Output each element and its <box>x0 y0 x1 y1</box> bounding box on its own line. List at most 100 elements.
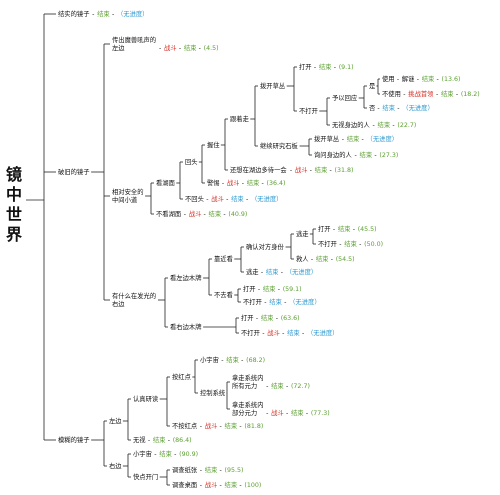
outcome-tag: (45.5) <box>358 226 377 233</box>
separator-dash: - <box>339 241 341 248</box>
node-label: 结实的镜子 <box>58 9 89 18</box>
outcome-tag: 结束 <box>316 254 329 263</box>
separator-dash: - <box>266 383 268 390</box>
outcome-tag: 战斗 <box>189 209 202 218</box>
outcome-tag: (90.9) <box>179 451 198 458</box>
node-label: 打开 <box>243 284 256 293</box>
separator-dash: - <box>281 269 283 276</box>
tree-node-e4: 无视 - 结束 - (86.4) <box>133 435 192 444</box>
tree-node-c10: 继续研究石板 <box>260 141 298 150</box>
tree-node-e1: 左边 <box>109 416 122 425</box>
node-label: 调查桌面 <box>172 480 197 489</box>
outcome-tag: 战斗 <box>211 194 224 203</box>
outcome-tag: (81.8) <box>244 423 263 430</box>
node-label: 无视 <box>133 435 146 444</box>
outcome-tag: 结束 <box>209 209 222 218</box>
node-label: 调查纸张 <box>172 465 198 474</box>
outcome-tag: （无进度） <box>117 9 148 18</box>
node-label: 小宇宙 <box>200 355 219 364</box>
outcome-tag: 战斗 <box>295 165 308 174</box>
outcome-tag: 结束 <box>315 165 328 174</box>
outcome-tag: 结束 <box>225 421 238 430</box>
root-title-char: 世 <box>6 205 22 224</box>
tree-node-d12: 不打开 - 结束 - （无进度） <box>243 297 321 306</box>
tree-node-d2: 看右边木牌 <box>170 322 202 331</box>
node-label: 快点开门 <box>133 472 158 481</box>
outcome-tag: (100) <box>244 482 261 489</box>
node-label: 询问身边的人 <box>314 150 352 159</box>
node-label: 部分元力 <box>232 408 257 417</box>
separator-dash: - <box>302 330 304 337</box>
tree-node-e8: 控制系统 <box>200 388 226 397</box>
outcome-tag: 结束 <box>153 435 166 444</box>
separator-dash: - <box>246 196 248 203</box>
separator-dash: - <box>330 167 332 174</box>
node-label: 传出魔兽吼声的 <box>112 35 156 44</box>
separator-dash: - <box>306 410 308 417</box>
separator-dash: - <box>403 91 405 98</box>
tree-node-e11: 小宇宙 - 结束 - (90.9) <box>133 449 198 458</box>
outcome-tag: (22.7) <box>397 122 416 129</box>
outcome-tag: 结束 <box>266 267 279 276</box>
node-label: 不回头 <box>185 194 204 203</box>
outcome-tag: 结束 <box>287 328 300 337</box>
outcome-tag: (9.1) <box>339 64 354 71</box>
tree-node-e13: 调查纸张 - 结束 - (95.5) <box>172 465 243 474</box>
separator-dash: - <box>311 256 313 263</box>
node-label: 救人 <box>296 254 309 263</box>
separator-dash: - <box>392 122 394 129</box>
separator-dash: - <box>223 211 225 218</box>
node-label: 拨开草丛 <box>314 134 339 143</box>
node-label: 拿走系统内 <box>232 400 263 409</box>
node-label: 打开 <box>241 313 254 322</box>
node-label: 无视身边的人 <box>332 120 370 129</box>
separator-dash: - <box>276 315 278 322</box>
outcome-tag: (54.5) <box>336 256 355 263</box>
tree-node-c11: 打开 - 结束 - (9.1) <box>299 62 354 71</box>
separator-dash: - <box>200 482 202 489</box>
separator-dash: - <box>373 122 375 129</box>
node-label: 予以回应 <box>332 93 358 102</box>
separator-dash: - <box>262 330 264 337</box>
outcome-tag: 战斗 <box>267 328 280 337</box>
separator-dash: - <box>221 357 223 364</box>
node-label: 不按红点 <box>172 421 197 430</box>
node-label: 还想在湖边多待一会 <box>230 165 287 174</box>
node-label: 拨开草丛 <box>260 81 285 90</box>
outcome-tag: (95.5) <box>225 467 244 474</box>
outcome-tag: （无进度） <box>307 328 338 337</box>
outcome-tag: (36.4) <box>267 180 286 187</box>
node-label: 小宇宙 <box>133 449 152 458</box>
separator-dash: - <box>359 241 361 248</box>
separator-dash: - <box>334 64 336 71</box>
separator-dash: - <box>154 451 156 458</box>
separator-dash: - <box>286 383 288 390</box>
separator-dash: - <box>286 410 288 417</box>
separator-dash: - <box>220 423 222 430</box>
separator-dash: - <box>342 136 344 143</box>
tree-node-a1: 结实的镜子 - 结束 - （无进度） <box>58 9 148 18</box>
outcome-tag: (50.0) <box>364 241 383 248</box>
outcome-tag: 结束 <box>271 381 284 390</box>
tree-node-c6: 警惕 - 战斗 - 结束 - (36.4) <box>207 178 285 187</box>
node-label: 相对安全的 <box>112 187 143 196</box>
separator-dash: - <box>239 482 241 489</box>
node-label: 打开 <box>299 62 312 71</box>
node-label: 认真研读 <box>133 394 159 403</box>
connector-lines <box>26 13 380 486</box>
outcome-tag: 结束 <box>291 408 304 417</box>
tree-node-c2: 不看湖面 - 战斗 - 结束 - (40.9) <box>156 209 247 218</box>
outcome-tag: (27.3) <box>379 152 398 159</box>
separator-dash: - <box>258 286 260 293</box>
separator-dash: - <box>199 45 201 52</box>
outcome-tag: 结束 <box>247 178 260 187</box>
node-label: 不打开 <box>241 328 260 337</box>
tree-node-e12: 快点开门 <box>133 472 158 481</box>
outcome-tag: 结束 <box>231 194 244 203</box>
tree-node-c7: 跟着走 <box>230 114 250 123</box>
node-label: 继续研究石板 <box>260 141 298 150</box>
